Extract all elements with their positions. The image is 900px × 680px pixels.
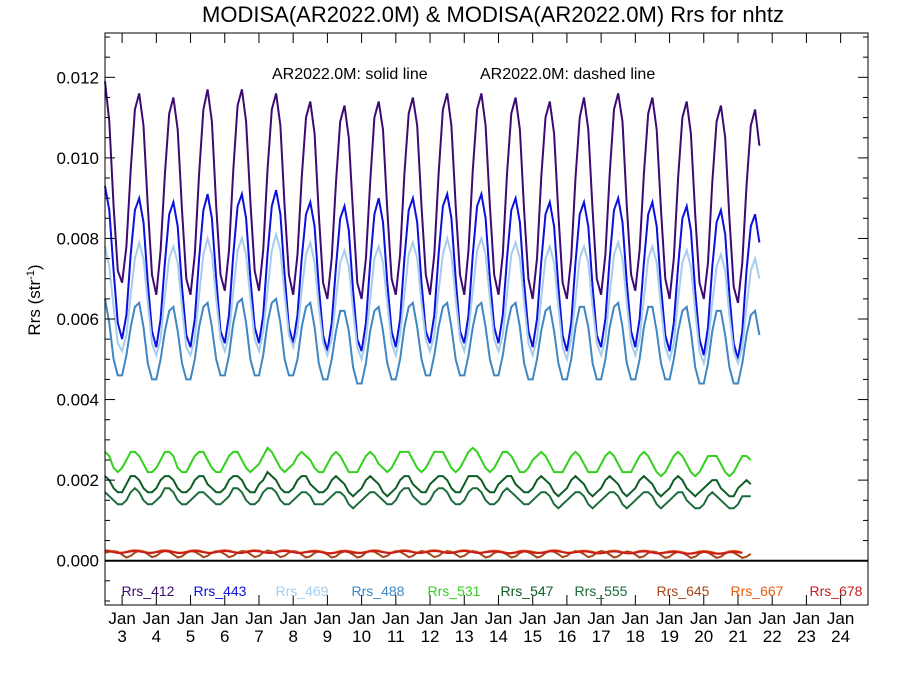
x-tick-label-month: Jan [587, 609, 614, 628]
legend: Rrs_412 Rrs_443 Rrs_469 Rrs_488 Rrs_531 Rrs_5… [122, 583, 863, 599]
legend-entry-rrs-645: Rrs_645 [657, 583, 710, 599]
y-axis-label: Rrs (str-1) [25, 264, 44, 335]
x-tick-label-month: Jan [724, 609, 751, 628]
x-tick-label-day: 5 [186, 627, 195, 646]
y-tick-label: 0.012 [56, 68, 99, 87]
x-tick-label-day: 8 [288, 627, 297, 646]
x-tick-label-month: Jan [279, 609, 306, 628]
legend-entry-rrs-412: Rrs_412 [122, 583, 175, 599]
x-tick-label-day: 17 [592, 627, 611, 646]
x-tick-label-day: 23 [797, 627, 816, 646]
x-tick-label-month: Jan [314, 609, 341, 628]
x-tick-label-month: Jan [245, 609, 272, 628]
legend-entry-rrs-531: Rrs_531 [428, 583, 481, 599]
series-line-rrs-678 [104, 549, 743, 555]
legend-entry-rrs-443: Rrs_443 [194, 583, 247, 599]
y-tick-label: 0.004 [56, 391, 99, 410]
x-tick-label-day: 6 [220, 627, 229, 646]
x-tick-label-day: 9 [323, 627, 332, 646]
annotation-dashed: AR2022.0M: dashed line [480, 66, 655, 83]
legend-entry-rrs-488: Rrs_488 [352, 583, 405, 599]
x-tick-label-day: 15 [523, 627, 542, 646]
x-tick-label-month: Jan [108, 609, 135, 628]
series-line-rrs-531 [104, 446, 752, 478]
x-tick-label-day: 12 [421, 627, 440, 646]
x-tick-label-day: 16 [557, 627, 576, 646]
x-tick-label-month: Jan [656, 609, 683, 628]
legend-entry-rrs-667: Rrs_667 [731, 583, 784, 599]
x-tick-label-day: 18 [626, 627, 645, 646]
x-tick-label-month: Jan [416, 609, 443, 628]
x-tick-label-day: 21 [729, 627, 748, 646]
x-tick-label-month: Jan [622, 609, 649, 628]
series-line-rrs-443 [104, 185, 761, 360]
x-tick-label-month: Jan [827, 609, 854, 628]
x-tick-label-day: 10 [352, 627, 371, 646]
series-line-rrs-547 [104, 470, 752, 498]
x-tick-label-month: Jan [485, 609, 512, 628]
x-tick-label-month: Jan [553, 609, 580, 628]
x-tick-label-day: 24 [831, 627, 850, 646]
x-tick-label-month: Jan [519, 609, 546, 628]
annotation-solid: AR2022.0M: solid line [272, 66, 428, 83]
x-tick-label-month: Jan [348, 609, 375, 628]
x-tick-label-month: Jan [451, 609, 478, 628]
axes-layer: 0.0000.0020.0040.0060.0080.0100.012Jan3J… [56, 33, 868, 646]
legend-entry-rrs-678: Rrs_678 [810, 583, 863, 599]
x-tick-label-day: 14 [489, 627, 508, 646]
x-tick-label-day: 11 [387, 627, 405, 646]
legend-entry-rrs-469: Rrs_469 [276, 583, 329, 599]
legend-entry-rrs-555: Rrs_555 [575, 583, 628, 599]
x-tick-label-month: Jan [382, 609, 409, 628]
x-tick-label-month: Jan [211, 609, 238, 628]
x-tick-label-day: 20 [694, 627, 713, 646]
legend-entry-rrs-547: Rrs_547 [501, 583, 554, 599]
x-tick-label-day: 4 [152, 627, 161, 646]
x-tick-label-month: Jan [690, 609, 717, 628]
x-tick-label-day: 7 [254, 627, 263, 646]
chart-title: MODISA(AR2022.0M) & MODISA(AR2022.0M) Rr… [202, 2, 784, 27]
series-line-rrs-555 [104, 486, 751, 510]
x-tick-label-month: Jan [177, 609, 204, 628]
series-line-rrs-412 [104, 81, 761, 304]
series-line-rrs-488 [104, 296, 761, 385]
y-tick-label: 0.002 [56, 471, 99, 490]
series-layer [104, 81, 761, 559]
x-tick-label-month: Jan [793, 609, 820, 628]
y-tick-label: 0.000 [56, 552, 99, 571]
x-tick-label-day: 19 [660, 627, 679, 646]
x-tick-label-day: 13 [455, 627, 474, 646]
x-tick-label-month: Jan [758, 609, 785, 628]
y-tick-label: 0.008 [56, 229, 99, 248]
x-tick-label-day: 22 [763, 627, 782, 646]
y-tick-label: 0.010 [56, 149, 99, 168]
x-tick-label-month: Jan [143, 609, 170, 628]
x-tick-label-day: 3 [117, 627, 126, 646]
series-line-rrs-469 [104, 230, 761, 367]
y-tick-label: 0.006 [56, 310, 99, 329]
